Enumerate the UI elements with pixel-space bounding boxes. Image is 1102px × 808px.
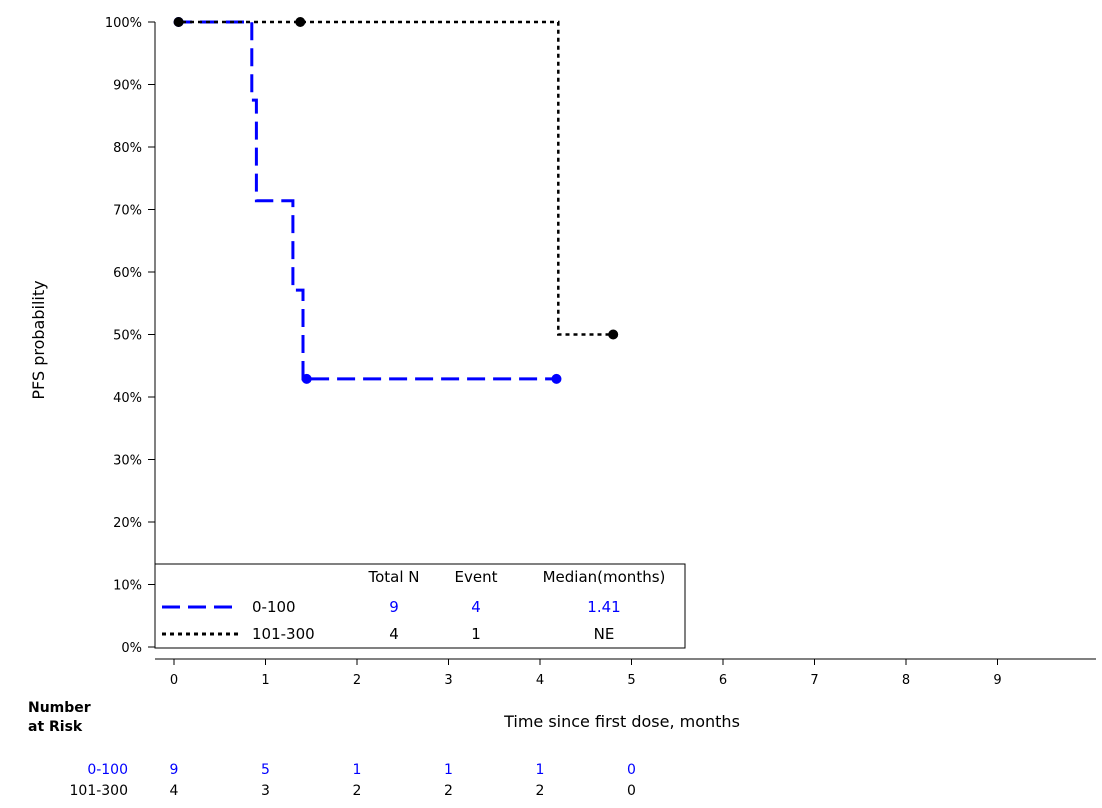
x-tick-label: 7 [810, 673, 818, 688]
legend-box [154, 563, 686, 649]
risk-value-0-100: 1 [353, 762, 362, 778]
y-tick-label: 60% [113, 266, 142, 281]
legend-label-0-100: 0-100 [252, 598, 296, 616]
risk-value-101-300: 3 [261, 783, 270, 799]
risk-value-0-100: 9 [170, 762, 179, 778]
legend-label-101-300: 101-300 [252, 625, 315, 643]
x-tick-label: 2 [353, 673, 361, 688]
y-tick-label: 100% [105, 16, 142, 31]
x-tick-label: 0 [170, 673, 178, 688]
risk-value-0-100: 1 [444, 762, 453, 778]
risk-value-101-300: 2 [536, 783, 545, 799]
legend-median-0-100: 1.41 [587, 598, 620, 616]
censor-marker-0-100 [551, 373, 562, 384]
legend-event-0-100: 4 [471, 598, 481, 616]
x-axis-title: Time since first dose, months [503, 712, 740, 731]
y-tick-label: 10% [113, 579, 142, 594]
y-tick-label: 70% [113, 204, 142, 219]
x-tick-label: 1 [261, 673, 269, 688]
axes: 0% 10% 20% 30% 40% 50% 60% 70% 80% 90% 100% 0 1 2 3 4 5… [105, 16, 1096, 688]
legend-median-101-300: NE [594, 625, 615, 643]
risk-value-101-300: 4 [170, 783, 179, 799]
risk-value-0-100: 0 [627, 762, 636, 778]
y-tick-label: 80% [113, 141, 142, 156]
risk-rows: 0-100 9 5 1 1 1 0 101-300 4 3 2 2 2 0 [70, 762, 636, 799]
censor-markers [173, 17, 619, 384]
series-line-101-300 [174, 20, 614, 336]
y-tick-label: 50% [113, 329, 142, 344]
censor-marker-101-300 [608, 329, 619, 340]
x-tick-label: 4 [536, 673, 544, 688]
risk-row-label-0-100: 0-100 [87, 762, 128, 778]
number-at-risk-table: Number at Risk 0-100 9 5 1 1 1 0 101-300 4 3 2 2 2 0 [28, 700, 636, 799]
censor-marker-0-100 [301, 373, 312, 384]
y-tick-label: 40% [113, 391, 142, 406]
legend: Total N Event Median(months) 0-100 9 4 1… [154, 563, 686, 649]
y-tick-label: 20% [113, 516, 142, 531]
risk-value-101-300: 0 [627, 783, 636, 799]
legend-event-101-300: 1 [471, 625, 481, 643]
risk-row-label-101-300: 101-300 [70, 783, 129, 799]
y-tick-label: 0% [121, 641, 142, 656]
risk-value-101-300: 2 [444, 783, 453, 799]
risk-value-0-100: 1 [536, 762, 545, 778]
legend-header-event: Event [455, 568, 498, 586]
legend-header-median: Median(months) [543, 568, 666, 586]
x-tick-label: 8 [902, 673, 910, 688]
series-line-0-100 [174, 20, 557, 381]
legend-total-n-0-100: 9 [389, 598, 399, 616]
legend-header-total-n: Total N [367, 568, 419, 586]
y-axis-title: PFS probability [29, 280, 48, 399]
x-ticks: 0 1 2 3 4 5 6 7 8 9 [170, 659, 1002, 688]
x-tick-label: 5 [627, 673, 635, 688]
survival-curves [174, 20, 614, 381]
censor-marker-101-300 [173, 17, 184, 27]
y-tick-label: 30% [113, 454, 142, 469]
legend-total-n-101-300: 4 [389, 625, 399, 643]
risk-title-line1: Number [28, 700, 91, 716]
x-tick-label: 9 [993, 673, 1001, 688]
risk-value-101-300: 2 [353, 783, 362, 799]
censor-marker-101-300 [295, 17, 306, 27]
risk-value-0-100: 5 [261, 762, 270, 778]
risk-title-line2: at Risk [28, 719, 83, 735]
y-tick-label: 90% [113, 79, 142, 94]
x-tick-label: 6 [719, 673, 727, 688]
x-tick-label: 3 [444, 673, 452, 688]
y-ticks: 0% 10% 20% 30% 40% 50% 60% 70% 80% 90% 100% [105, 16, 155, 656]
